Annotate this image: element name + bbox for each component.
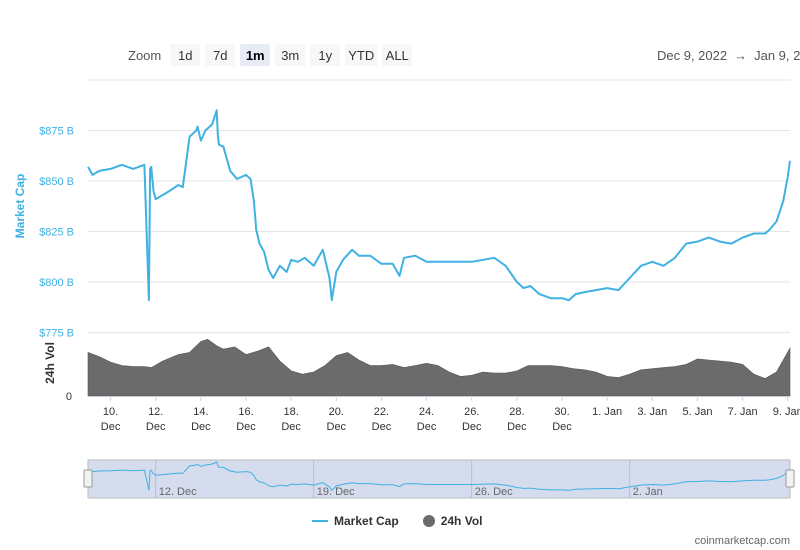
zoom-1y-button[interactable]: 1y bbox=[310, 44, 341, 66]
navigator: 12. Dec 19. Dec 26. Dec 2. Jan bbox=[83, 459, 795, 499]
legend-item-market-cap[interactable]: Market Cap bbox=[312, 514, 399, 528]
x-tick-label: 7. Jan bbox=[728, 406, 758, 418]
date-range: Dec 9, 2022 → Jan 9, 2 bbox=[657, 48, 800, 63]
navigator-label: 12. Dec bbox=[159, 486, 197, 498]
volume-series bbox=[87, 338, 791, 397]
navigator-line bbox=[87, 461, 791, 491]
x-tick-label-month: Dec bbox=[236, 421, 256, 433]
zoom-label: Zoom bbox=[128, 47, 162, 63]
x-tick-label: 5. Jan bbox=[682, 406, 712, 418]
zoom-1d-button[interactable]: 1d bbox=[170, 44, 201, 66]
zoom-bar: Zoom 1d 7d 1m 3m 1y YTD ALL bbox=[128, 44, 413, 66]
y-tick-label: $825 B bbox=[39, 227, 74, 239]
credit[interactable]: coinmarketcap.com bbox=[694, 535, 790, 547]
x-tick-label: 30. bbox=[554, 406, 569, 418]
x-tick-label: 20. bbox=[329, 406, 344, 418]
x-tick-label-month: Dec bbox=[191, 421, 211, 433]
y-tick-label: $775 B bbox=[39, 328, 74, 340]
volume-zero-label: 0 bbox=[66, 391, 72, 403]
market-cap-series bbox=[87, 109, 791, 302]
arrow-icon: → bbox=[734, 48, 748, 63]
volume-area bbox=[87, 338, 791, 397]
x-tick-label: 10. bbox=[103, 406, 118, 418]
y-tick-label: $875 B bbox=[39, 126, 74, 138]
date-to[interactable]: Jan 9, 2 bbox=[754, 48, 800, 63]
y-axis-label: Market Cap bbox=[13, 174, 27, 239]
x-tick-label: 9. Jan bbox=[773, 406, 800, 418]
x-tick-label-month: Dec bbox=[101, 421, 121, 433]
legend-market-cap-label: Market Cap bbox=[334, 514, 399, 528]
y-tick-label: $800 B bbox=[39, 277, 74, 289]
market-cap-line bbox=[87, 109, 791, 302]
line-icon bbox=[312, 520, 328, 522]
x-tick-label-month: Dec bbox=[372, 421, 392, 433]
zoom-all-button[interactable]: ALL bbox=[382, 44, 413, 66]
x-tick-label-month: Dec bbox=[462, 421, 482, 433]
zoom-ytd-button[interactable]: YTD bbox=[345, 44, 378, 66]
zoom-3m-button[interactable]: 3m bbox=[275, 44, 306, 66]
x-tick-label-month: Dec bbox=[552, 421, 572, 433]
navigator-left-handle[interactable] bbox=[83, 469, 93, 488]
circle-icon bbox=[422, 515, 435, 527]
zoom-7d-button[interactable]: 7d bbox=[205, 44, 236, 66]
y-axis-ticks: $775 B $800 B $825 B $850 B $875 B bbox=[39, 126, 74, 340]
x-tick-label-month: Dec bbox=[146, 421, 166, 433]
date-from[interactable]: Dec 9, 2022 bbox=[657, 48, 728, 63]
x-tick-label: 12. bbox=[148, 406, 163, 418]
navigator-right-handle[interactable] bbox=[785, 469, 795, 488]
x-tick-label: 18. bbox=[284, 406, 299, 418]
x-tick-label: 26. bbox=[464, 406, 479, 418]
x-tick-label: 3. Jan bbox=[637, 406, 667, 418]
x-tick-label: 28. bbox=[509, 406, 524, 418]
legend-item-volume[interactable]: 24h Vol bbox=[422, 514, 483, 528]
zoom-1m-button[interactable]: 1m bbox=[240, 44, 271, 66]
navigator-label: 26. Dec bbox=[475, 486, 513, 498]
x-tick-label: 16. bbox=[238, 406, 253, 418]
x-tick-label-month: Dec bbox=[281, 421, 301, 433]
x-axis-ticks: 10. Dec 12. Dec 14. Dec 16. Dec 18. Dec 20. Dec 22. D… bbox=[101, 396, 800, 433]
navigator-label: 19. Dec bbox=[317, 486, 355, 498]
navigator-series bbox=[87, 461, 791, 491]
x-tick-label: 1. Jan bbox=[592, 406, 622, 418]
x-tick-label-month: Dec bbox=[327, 421, 347, 433]
y-tick-label: $850 B bbox=[39, 176, 74, 188]
legend: Market Cap 24h Vol bbox=[312, 514, 482, 528]
legend-volume-label: 24h Vol bbox=[440, 514, 483, 528]
x-tick-label: 14. bbox=[193, 406, 208, 418]
x-tick-label-month: Dec bbox=[507, 421, 527, 433]
navigator-label: 2. Jan bbox=[633, 486, 663, 498]
x-tick-label: 24. bbox=[419, 406, 434, 418]
x-tick-label-month: Dec bbox=[417, 421, 437, 433]
x-tick-label: 22. bbox=[374, 406, 389, 418]
volume-axis-label: 24h Vol bbox=[43, 342, 57, 384]
